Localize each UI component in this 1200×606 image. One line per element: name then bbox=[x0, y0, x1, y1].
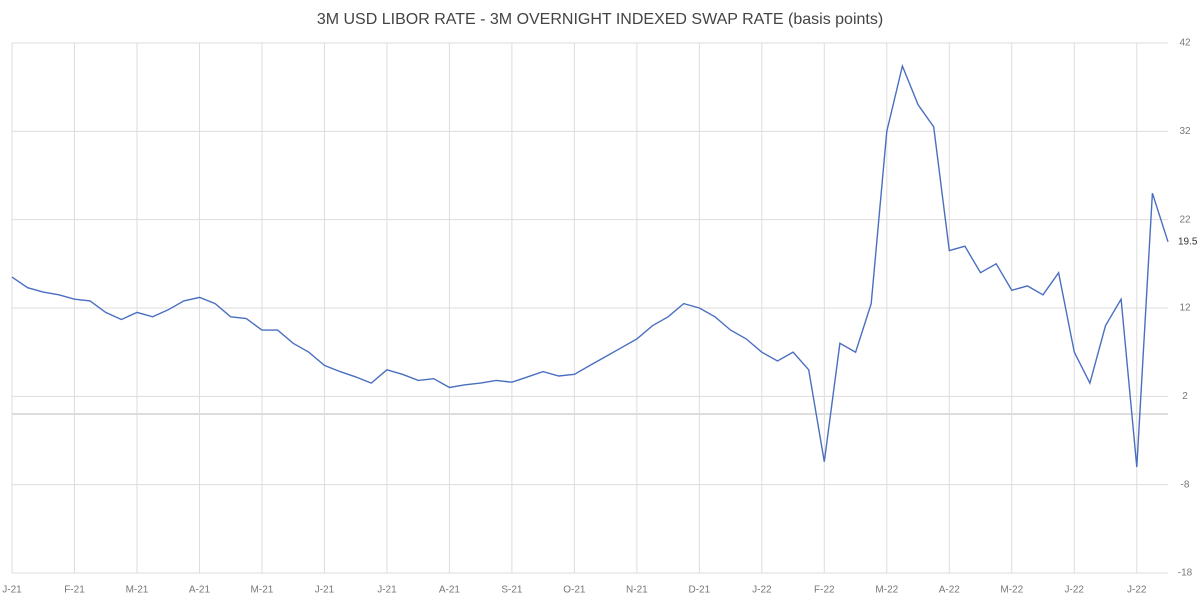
x-tick-label: D-21 bbox=[689, 585, 711, 596]
y-tick-label: 2 bbox=[1182, 391, 1188, 402]
x-tick-label: J-22 bbox=[752, 585, 772, 596]
x-tick-label: J-22 bbox=[1127, 585, 1147, 596]
x-tick-label: J-21 bbox=[377, 585, 397, 596]
x-tick-label: J-22 bbox=[1065, 585, 1085, 596]
y-tick-label: 32 bbox=[1179, 126, 1191, 137]
chart-title: 3M USD LIBOR RATE - 3M OVERNIGHT INDEXED… bbox=[317, 11, 883, 28]
x-tick-label: F-21 bbox=[64, 585, 85, 596]
x-tick-label: S-21 bbox=[501, 585, 523, 596]
x-tick-label: F-22 bbox=[814, 585, 835, 596]
x-tick-label: M-22 bbox=[1000, 585, 1023, 596]
x-tick-label: J-21 bbox=[315, 585, 335, 596]
x-tick-label: A-22 bbox=[939, 585, 961, 596]
x-tick-label: M-22 bbox=[875, 585, 898, 596]
x-tick-label: M-21 bbox=[126, 585, 149, 596]
y-tick-label: -8 bbox=[1181, 479, 1190, 490]
y-tick-label: 22 bbox=[1179, 214, 1191, 225]
x-tick-label: J-21 bbox=[2, 585, 22, 596]
x-tick-label: O-21 bbox=[563, 585, 586, 596]
data-line bbox=[11, 63, 1169, 468]
x-tick-label: N-21 bbox=[626, 585, 648, 596]
y-tick-label: 42 bbox=[1179, 38, 1191, 49]
value-label: 19.5 bbox=[1178, 236, 1198, 247]
y-tick-label: 12 bbox=[1179, 303, 1191, 314]
x-tick-label: A-21 bbox=[189, 585, 211, 596]
x-tick-label: M-21 bbox=[251, 585, 274, 596]
y-tick-label: -18 bbox=[1178, 568, 1193, 579]
x-tick-label: A-21 bbox=[439, 585, 461, 596]
